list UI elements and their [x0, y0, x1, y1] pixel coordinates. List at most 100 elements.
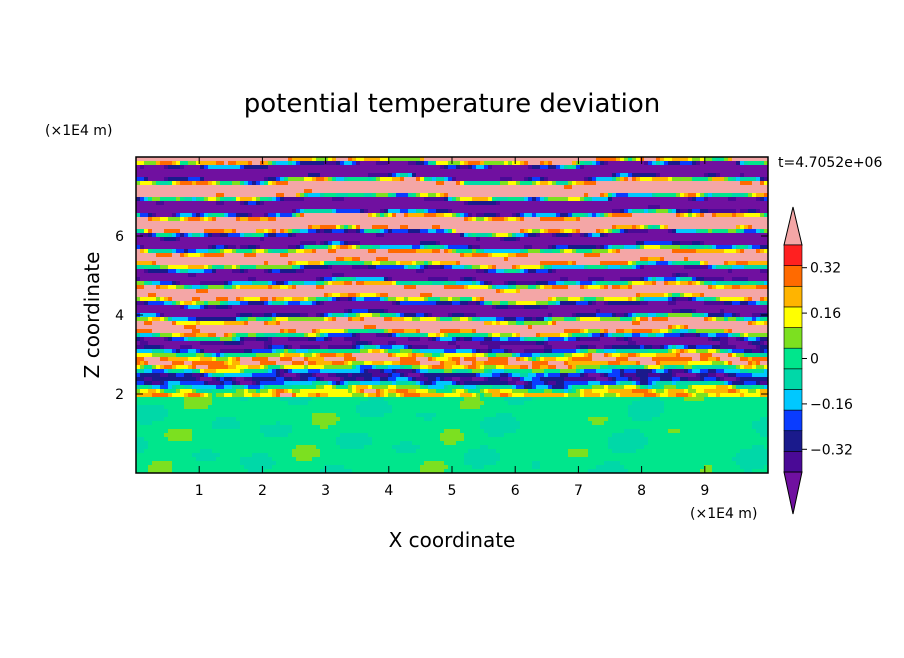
heatmap-cell	[544, 181, 548, 185]
heatmap-cell	[704, 261, 708, 265]
heatmap-cell	[680, 261, 684, 265]
heatmap-cell	[236, 225, 240, 229]
heatmap-cell	[300, 257, 304, 261]
heatmap-cell	[336, 181, 340, 185]
heatmap-cell	[280, 205, 284, 209]
heatmap-cell	[216, 257, 220, 261]
heatmap-cell	[140, 217, 144, 221]
heatmap-cell	[256, 165, 260, 169]
heatmap-cell	[740, 209, 744, 213]
heatmap-cell	[684, 257, 688, 261]
heatmap-cell	[468, 229, 472, 233]
heatmap-cell	[468, 245, 472, 249]
heatmap-cell	[500, 165, 504, 169]
heatmap-cell	[292, 253, 296, 257]
heatmap-cell	[284, 201, 288, 205]
heatmap-cell	[328, 281, 332, 285]
heatmap-cell	[180, 277, 184, 281]
heatmap-cell	[388, 249, 392, 253]
heatmap-cell	[280, 281, 284, 285]
heatmap-cell	[444, 237, 448, 241]
heatmap-cell	[592, 197, 596, 201]
heatmap-cell	[252, 237, 256, 241]
heatmap-cell	[184, 201, 188, 205]
heatmap-cell	[276, 209, 280, 213]
heatmap-cell	[536, 165, 540, 169]
heatmap-cell	[412, 269, 416, 273]
heatmap-cell	[764, 201, 768, 205]
heatmap-cell	[300, 205, 304, 209]
heatmap-cell	[356, 241, 360, 245]
heatmap-cell	[312, 281, 316, 285]
heatmap-cell	[180, 185, 184, 189]
heatmap-cell	[192, 177, 196, 181]
heatmap-cell	[304, 197, 308, 201]
heatmap-cell	[300, 161, 304, 165]
heatmap-cell	[328, 233, 332, 237]
heatmap-cell	[360, 205, 364, 209]
heatmap-cell	[296, 225, 300, 229]
heatmap-cell	[492, 265, 496, 269]
heatmap-cell	[364, 221, 368, 225]
heatmap-cell	[468, 173, 472, 177]
heatmap-cell	[620, 165, 624, 169]
heatmap-cell	[580, 189, 584, 193]
heatmap-cell	[480, 229, 484, 233]
heatmap-cell	[368, 173, 372, 177]
heatmap-cell	[256, 169, 260, 173]
heatmap-cell	[660, 209, 664, 213]
heatmap-cell	[300, 197, 304, 201]
heatmap-cell	[316, 253, 320, 257]
heatmap-cell	[576, 257, 580, 261]
heatmap-cell	[200, 189, 204, 193]
heatmap-cell	[264, 193, 268, 197]
heatmap-cell	[368, 185, 372, 189]
heatmap-cell	[568, 205, 572, 209]
heatmap-cell	[396, 197, 400, 201]
heatmap-cell	[156, 269, 160, 273]
heatmap-cell	[208, 265, 212, 269]
heatmap-cell	[420, 253, 424, 257]
heatmap-cell	[436, 157, 440, 161]
heatmap-cell	[708, 161, 712, 165]
heatmap-cell	[636, 237, 640, 241]
heatmap-cell	[756, 257, 760, 261]
heatmap-cell	[160, 173, 164, 177]
heatmap-cell	[444, 257, 448, 261]
heatmap-cell	[600, 213, 604, 217]
heatmap-cell	[396, 201, 400, 205]
heatmap-cell	[140, 225, 144, 229]
heatmap-cell	[640, 197, 644, 201]
heatmap-cell	[232, 185, 236, 189]
heatmap-cell	[764, 249, 768, 253]
heatmap-cell	[360, 197, 364, 201]
heatmap-cell	[256, 161, 260, 165]
heatmap-cell	[428, 213, 432, 217]
heatmap-cell	[592, 257, 596, 261]
heatmap-cell	[656, 197, 660, 201]
heatmap-cell	[280, 233, 284, 237]
heatmap-cell	[136, 201, 140, 205]
heatmap-cell	[248, 277, 252, 281]
heatmap-cell	[164, 265, 168, 269]
heatmap-cell	[624, 273, 628, 277]
heatmap-cell	[304, 165, 308, 169]
heatmap-cell	[376, 157, 380, 161]
heatmap-cell	[324, 189, 328, 193]
heatmap-cell	[332, 213, 336, 217]
heatmap-cell	[244, 257, 248, 261]
heatmap-cell	[700, 213, 704, 217]
heatmap-cell	[152, 213, 156, 217]
heatmap-cell	[596, 225, 600, 229]
heatmap-cell	[644, 229, 648, 233]
heatmap-cell	[524, 253, 528, 257]
heatmap-cell	[512, 265, 516, 269]
heatmap-cell	[760, 209, 764, 213]
heatmap-cell	[736, 197, 740, 201]
heatmap-cell	[152, 173, 156, 177]
heatmap-cell	[572, 157, 576, 161]
heatmap-cell	[512, 245, 516, 249]
heatmap-cell	[304, 273, 308, 277]
heatmap-cell	[464, 253, 468, 257]
heatmap-cell	[224, 173, 228, 177]
